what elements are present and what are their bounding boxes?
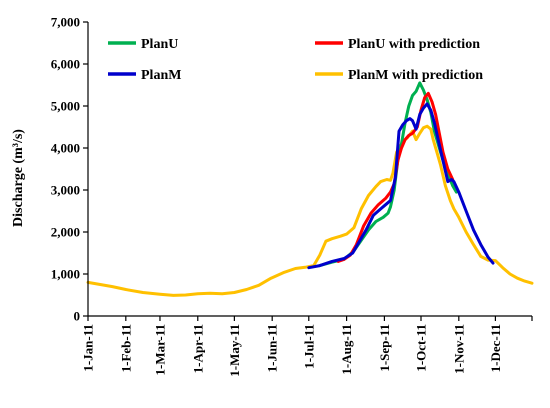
series-line (86, 124, 534, 297)
x-tick-label: 1-Feb-11 (118, 324, 133, 372)
y-tick-label: 0 (74, 309, 81, 324)
x-tick-label: 1-Dec-11 (488, 324, 503, 372)
plot-area (86, 81, 534, 297)
x-tick-label: 1-Sep-11 (377, 324, 392, 372)
axes: 0 1,000 2,000 3,000 4,000 5,000 6,000 7,000 1-Ja… (51, 15, 533, 377)
legend-label: PlanU (141, 37, 178, 52)
legend: PlanU PlanU with prediction PlanM PlanM wit… (108, 37, 483, 83)
legend-label: PlanU with prediction (348, 37, 480, 52)
y-tick-label: 6,000 (51, 57, 80, 72)
x-tick-label: 1-Oct-11 (414, 324, 429, 372)
series-line (307, 102, 495, 270)
x-tick-label: 1-Aug-11 (339, 324, 354, 375)
series-line (336, 91, 455, 263)
x-tick-label: 1-Apr-11 (190, 324, 205, 373)
y-tick-label: 3,000 (51, 183, 80, 198)
legend-label: PlanM with prediction (348, 68, 483, 83)
y-tick-label: 2,000 (51, 225, 80, 240)
y-tick-label: 7,000 (51, 15, 80, 30)
x-tick-label: 1-Jul-11 (301, 324, 316, 369)
y-tick-label: 4,000 (51, 141, 80, 156)
legend-label: PlanM (141, 68, 181, 83)
y-tick-label: 1,000 (51, 267, 80, 282)
x-tick-label: 1-Mar-11 (152, 324, 167, 376)
x-tick-label: 1-Jun-11 (265, 324, 280, 372)
x-tick-label: 1-Nov-11 (451, 324, 466, 374)
x-tick-label: 1-May-11 (227, 324, 242, 377)
y-tick-label: 5,000 (51, 99, 80, 114)
y-axis-title: Discharge (m³/s) (11, 129, 26, 227)
x-tick-label: 1-Jan-11 (81, 324, 96, 372)
